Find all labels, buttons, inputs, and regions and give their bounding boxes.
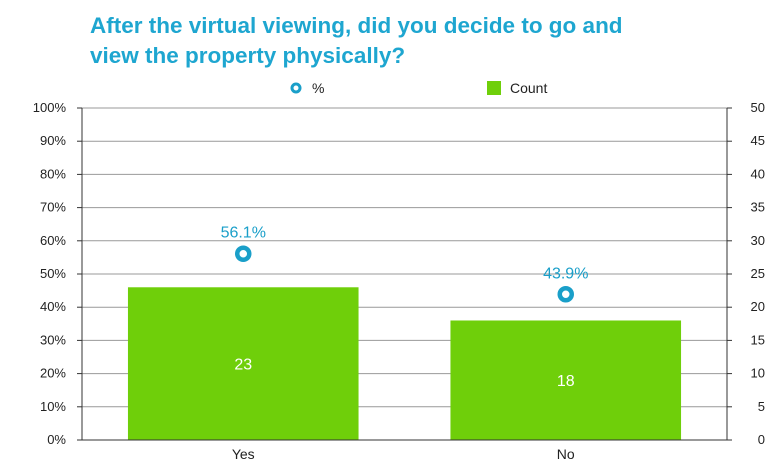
left-tick-label: 60% — [40, 233, 66, 248]
left-tick-label: 90% — [40, 133, 66, 148]
right-tick-label: 30 — [751, 233, 765, 248]
percent-value-label: 56.1% — [221, 225, 266, 242]
bars: 23 18 — [127, 287, 682, 440]
bar-no — [450, 320, 682, 440]
bar-value-label: 23 — [234, 357, 252, 374]
percent-marker-no — [557, 286, 574, 303]
category-label: Yes — [232, 446, 255, 462]
legend-marker-percent — [290, 82, 302, 94]
right-tick-label: 10 — [751, 366, 765, 381]
legend: % Count — [290, 80, 547, 96]
left-tick-label: 20% — [40, 366, 66, 381]
right-tick-label: 0 — [758, 432, 765, 447]
left-tick-label: 100% — [33, 100, 67, 115]
left-tick-label: 80% — [40, 166, 66, 181]
axes — [81, 108, 728, 441]
right-axis-ticks: 0 5 10 15 20 25 30 35 40 45 50 — [727, 100, 765, 447]
category-label: No — [557, 446, 575, 462]
left-tick-label: 30% — [40, 332, 66, 347]
legend-label-percent: % — [312, 80, 324, 96]
right-tick-label: 15 — [751, 332, 765, 347]
left-tick-label: 40% — [40, 299, 66, 314]
percent-marker-yes — [235, 245, 252, 262]
left-tick-label: 50% — [40, 266, 66, 281]
right-tick-label: 5 — [758, 399, 765, 414]
percent-markers: 56.1% 43.9% — [221, 225, 588, 303]
legend-label-count: Count — [510, 80, 547, 96]
right-tick-label: 50 — [751, 100, 765, 115]
right-tick-label: 40 — [751, 166, 765, 181]
chart-title-line-1: After the virtual viewing, did you decid… — [90, 13, 623, 38]
percent-value-label: 43.9% — [543, 265, 588, 282]
right-tick-label: 25 — [751, 266, 765, 281]
legend-swatch-count — [487, 81, 501, 95]
category-labels: Yes No — [232, 446, 575, 462]
left-tick-label: 10% — [40, 399, 66, 414]
chart-title-line-2: view the property physically? — [90, 43, 405, 68]
right-tick-label: 20 — [751, 299, 765, 314]
bar-yes — [127, 287, 359, 440]
bar-value-label: 18 — [557, 373, 575, 390]
right-tick-label: 35 — [751, 200, 765, 215]
left-tick-label: 0% — [47, 432, 66, 447]
left-axis-ticks: 0% 10% 20% 30% 40% 50% 60% 70% 80% 90% 100% — [33, 100, 82, 447]
left-tick-label: 70% — [40, 200, 66, 215]
right-tick-label: 45 — [751, 133, 765, 148]
